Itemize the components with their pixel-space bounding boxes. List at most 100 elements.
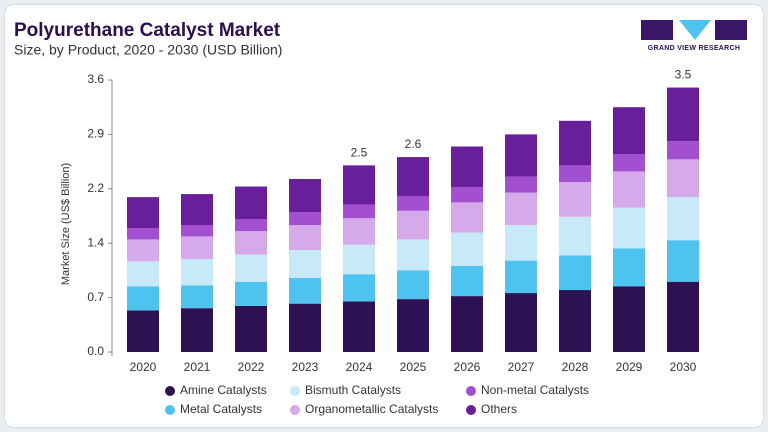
bar-segment [397,196,429,211]
x-tick-label: 2027 [508,360,535,374]
bar-segment [559,216,591,256]
bar-segment [505,225,537,261]
total-label: 3.5 [675,68,692,82]
legend-label: Others [481,402,517,416]
x-tick-label: 2022 [238,360,265,374]
x-tick-label: 2030 [670,360,697,374]
bar-segment [181,236,213,260]
bar-segment [127,310,159,352]
bar-segment [397,210,429,240]
bar-segment [505,134,537,177]
bar-segment [289,277,321,304]
bar-segment [289,303,321,352]
bar-segment [289,212,321,226]
bar-segment [235,231,267,255]
bar-segment [667,87,699,142]
bar-segment [127,239,159,262]
bar-segment [397,270,429,300]
bar-segment [397,239,429,271]
bar-segment [397,157,429,197]
legend-label: Amine Catalysts [180,383,267,397]
bar-segment [613,154,645,172]
legend-label: Metal Catalysts [180,402,262,416]
bar-segment [289,250,321,278]
bar-segment [613,171,645,208]
bar-segment [235,219,267,232]
y-tick-label: 3.6 [87,72,104,86]
y-tick-label: 0.0 [87,344,104,358]
bar-segment [559,120,591,166]
bar-segment [505,293,537,352]
total-label: 2.5 [351,146,368,160]
x-tick-label: 2029 [616,360,643,374]
bar-segment [505,260,537,294]
bar-segment [667,141,699,160]
legend-label: Bismuth Catalysts [305,383,401,397]
bar-segment [559,290,591,352]
legend-marker [290,386,300,396]
bar-segment [559,182,591,217]
y-tick-label: 2.2 [87,181,104,195]
bar-segment [343,204,375,219]
bar-segment [667,159,699,198]
legend-marker [466,405,476,415]
bar-segment [181,259,213,286]
logo: GRAND VIEW RESEARCH [641,20,747,52]
x-tick-label: 2021 [184,360,211,374]
logo-block [641,20,673,40]
bar-segment [343,274,375,302]
bar-segment [343,218,375,245]
y-tick-label: 1.4 [87,235,104,249]
legend-marker [165,405,175,415]
bar-segment [127,261,159,287]
y-tick-label: 2.9 [87,127,104,141]
bar-segment [451,232,483,266]
bar-segment [451,265,483,297]
x-tick-label: 2023 [292,360,319,374]
bar-segment [613,107,645,155]
bar-segment [667,281,699,352]
chart-title: Polyurethane Catalyst Market [14,20,281,41]
bar-segment [181,225,213,237]
bar-segment [181,308,213,352]
bar-segment [451,296,483,352]
chart-subtitle: Size, by Product, 2020 - 2030 (USD Billi… [14,42,282,58]
x-tick-label: 2020 [130,360,157,374]
bar-segment [559,165,591,182]
bar-segment [505,192,537,226]
bar-segment [343,165,375,205]
bar-segment [451,146,483,188]
x-tick-label: 2026 [454,360,481,374]
y-axis-title: Market Size (US$ Billion) [60,163,72,285]
total-label: 2.6 [405,137,422,151]
legend-marker [466,386,476,396]
legend-marker [290,405,300,415]
bar-segment [235,186,267,220]
legend-label: Organometallic Catalysts [305,402,438,416]
bar-segment [613,286,645,352]
bar-segment [667,240,699,282]
bar-segment [181,194,213,226]
y-tick-label: 0.7 [87,290,104,304]
bar-segment [235,281,267,306]
bar-segment [613,207,645,249]
x-tick-label: 2024 [346,360,373,374]
legend-marker [165,386,175,396]
bar-segment [397,299,429,352]
x-tick-label: 2028 [562,360,589,374]
bar-segment [127,228,159,240]
bar-segment [451,187,483,203]
x-tick-label: 2025 [400,360,427,374]
bar-segment [505,176,537,193]
legend-label: Non-metal Catalysts [481,383,589,397]
bar-segment [181,285,213,309]
bar-segment [667,197,699,241]
logo-block [715,20,747,40]
bar-segment [559,255,591,291]
bar-segment [451,202,483,233]
bar-segment [289,225,321,250]
bar-segment [289,178,321,213]
logo-text: GRAND VIEW RESEARCH [648,45,740,52]
logo-block [679,20,711,40]
